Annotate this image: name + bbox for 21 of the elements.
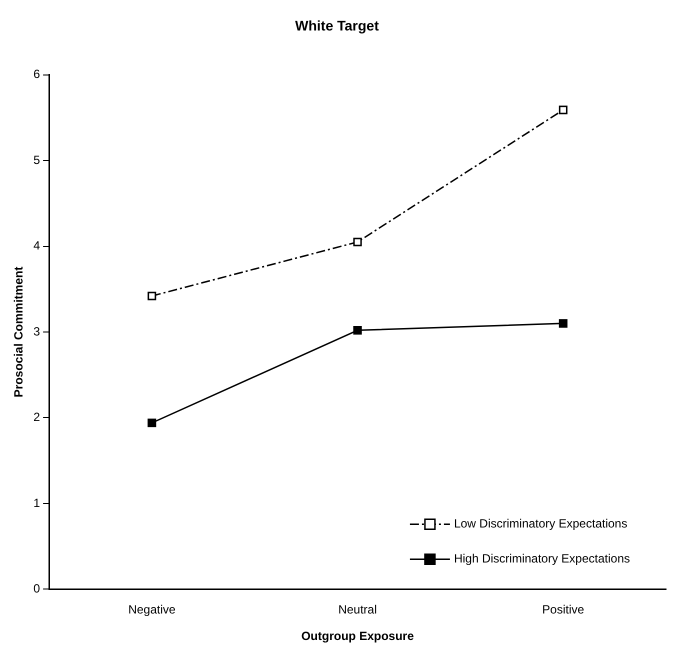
point xyxy=(558,106,568,114)
point xyxy=(148,418,156,428)
y-tick-label: 5 xyxy=(33,152,40,167)
y-tick-label: 2 xyxy=(33,410,40,424)
x-axis-title: Outgroup Exposure xyxy=(301,629,414,644)
y-tick-label: 0 xyxy=(33,582,40,596)
point xyxy=(353,238,362,246)
y-tick-label: 6 xyxy=(33,67,40,82)
y-tick-label: 4 xyxy=(33,238,40,253)
x-tick-label: Negative xyxy=(128,602,176,617)
y-tick-label: 3 xyxy=(33,324,40,338)
point xyxy=(148,292,156,300)
legend-label: Low Discriminatory Expectations xyxy=(454,516,628,531)
legend-label: High Discriminatory Expectations xyxy=(454,552,630,566)
y-axis-title: Prosocial Commitment xyxy=(12,266,26,398)
chart-title: White Target xyxy=(295,17,380,34)
x-tick-label: Positive xyxy=(542,602,585,617)
point xyxy=(558,319,568,328)
x-tick-label: Neutral xyxy=(338,602,377,617)
y-tick-label: 1 xyxy=(33,496,40,510)
point xyxy=(353,326,362,335)
